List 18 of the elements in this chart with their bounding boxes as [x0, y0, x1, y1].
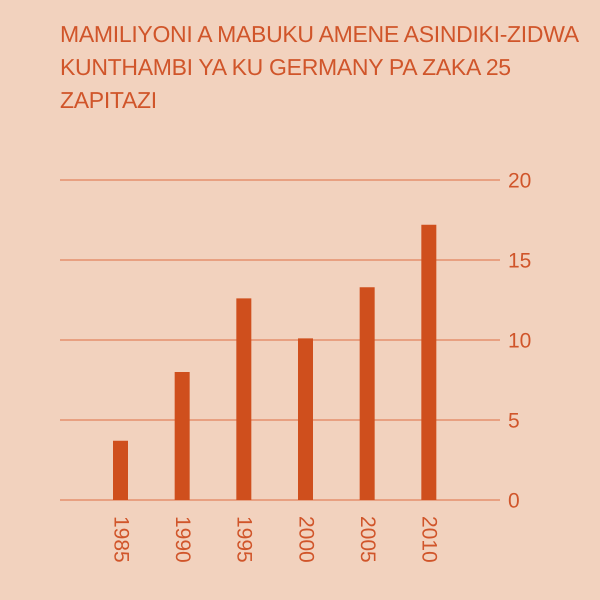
y-tick-label: 10 — [508, 329, 532, 352]
x-tick-label: 1990 — [171, 516, 194, 563]
y-tick-label: 0 — [508, 489, 520, 512]
y-tick-label: 15 — [508, 249, 532, 272]
x-tick-label: 2010 — [418, 516, 441, 563]
y-tick-label: 5 — [508, 409, 520, 432]
x-tick-label: 1985 — [109, 516, 132, 563]
x-tick-label: 1995 — [232, 516, 256, 563]
x-tick-label: 2005 — [356, 516, 379, 563]
bar — [298, 338, 313, 500]
bar — [360, 287, 375, 500]
bar — [113, 440, 128, 500]
bar — [236, 298, 252, 500]
y-tick-label: 20 — [508, 169, 532, 192]
bar — [421, 224, 436, 500]
bar — [174, 372, 190, 500]
chart-title: MAMILIYONI A MABUKU AMENE ASINDIKI-ZIDWA KUNTHAMBI YA KU GERMANY PA ZAKA 25 ZAPITAZI — [60, 20, 580, 115]
x-tick-label: 2000 — [294, 516, 318, 563]
